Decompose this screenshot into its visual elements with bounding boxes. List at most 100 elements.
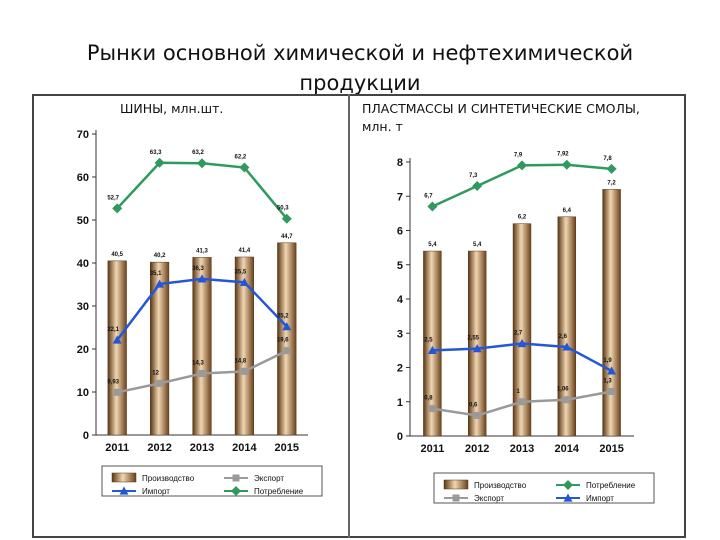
charts-frame — [32, 94, 686, 538]
x-tick-label: 2015 — [275, 442, 299, 454]
bar-data-label: 40,5 — [111, 252, 123, 258]
bar-production — [423, 250, 442, 437]
data-label-consumption: 50,3 — [277, 206, 289, 212]
y-tick-label: 7 — [397, 191, 403, 203]
data-label-consumption: 62,2 — [235, 155, 247, 161]
bar-production — [150, 261, 170, 436]
legend-marker-consumption — [231, 486, 241, 496]
y-tick-label: 20 — [77, 344, 89, 356]
data-label-import: 2,55 — [467, 336, 479, 342]
data-label-import: 22,1 — [107, 327, 119, 333]
data-label-import: 36,3 — [192, 266, 204, 272]
y-tick-label: 5 — [397, 260, 403, 272]
data-label-export: 14,8 — [235, 358, 247, 364]
legend-label-production: Производство — [474, 481, 527, 490]
y-tick-label: 8 — [397, 157, 403, 169]
legend-swatch-production — [443, 479, 469, 490]
marker-consumption — [154, 157, 165, 168]
marker-import — [239, 277, 249, 286]
data-label-import: 2,7 — [514, 331, 523, 337]
marker-export — [283, 347, 291, 355]
data-label-export: 12 — [152, 370, 159, 376]
marker-export — [473, 411, 481, 419]
marker-import — [562, 342, 572, 351]
y-tick-label: 30 — [77, 301, 89, 313]
legend-marker-import — [119, 486, 129, 495]
y-tick-label: 6 — [397, 226, 403, 238]
data-label-export: 0,8 — [424, 396, 433, 402]
data-label-consumption: 63,2 — [192, 150, 204, 156]
panel-divider — [348, 94, 350, 538]
marker-consumption — [517, 160, 527, 171]
data-label-import: 35,5 — [235, 269, 247, 275]
y-tick-label: 0 — [397, 431, 403, 443]
legend-marker-export — [452, 494, 460, 502]
x-tick-label: 2011 — [105, 442, 129, 454]
marker-export — [240, 367, 248, 375]
bar-production — [557, 216, 577, 437]
legend-marker-consumption — [563, 480, 573, 490]
bar-data-label: 44,7 — [281, 234, 293, 240]
y-tick-label: 50 — [77, 215, 89, 227]
x-tick-label: 2014 — [232, 442, 257, 454]
marker-export — [518, 398, 526, 406]
line-consumption — [116, 161, 288, 220]
marker-consumption — [197, 158, 207, 169]
data-label-import: 1,9 — [603, 358, 612, 364]
data-label-export: 0,6 — [469, 402, 478, 408]
legend-label-import: Импорт — [142, 487, 170, 496]
y-tick-label: 4 — [397, 294, 404, 306]
x-tick-label: 2012 — [147, 442, 171, 454]
data-label-export: 9,93 — [107, 379, 119, 385]
tires-chart: 0 10 20 30 40 50 60 70 40,5 40,2 41,3 41,4 44,7 2011 2… — [77, 129, 323, 497]
marker-consumption — [427, 201, 438, 212]
marker-export — [113, 388, 121, 396]
plastics-chart: 0 1 2 3 4 5 6 7 8 5,4 5,4 6,2 6,4 7,2 2011 2012 2013 2014… — [397, 152, 655, 504]
marker-import — [517, 339, 527, 348]
bar-production — [602, 189, 621, 437]
bar-production — [107, 260, 127, 436]
data-label-export: 19,6 — [277, 338, 289, 344]
bar-data-label: 40,2 — [154, 253, 166, 259]
x-tick-label: 2013 — [190, 442, 214, 454]
plastics-chart-title: ПЛАСТМАССЫ И СИНТЕТИЧЕСКИЕ СМОЛЫ, млн. т — [362, 101, 640, 134]
data-label-import: 25,2 — [277, 314, 289, 320]
legend-label-export: Экспорт — [474, 494, 504, 503]
legend-label-consumption: Потребление — [254, 487, 304, 496]
bar-data-label: 7,2 — [607, 180, 616, 186]
marker-import — [112, 335, 122, 344]
marker-export — [428, 405, 436, 413]
marker-import — [427, 345, 437, 354]
x-tick-label: 2013 — [510, 443, 534, 455]
y-tick-label: 60 — [77, 172, 89, 184]
bar-production — [234, 256, 254, 436]
data-label-consumption: 7,92 — [557, 152, 569, 158]
legend — [433, 472, 655, 504]
tires-chart-title: ШИНЫ, млн.шт. — [120, 101, 224, 116]
bar-data-label: 6,2 — [518, 215, 527, 221]
marker-import — [197, 274, 207, 283]
data-label-consumption: 63,3 — [150, 150, 162, 156]
data-label-consumption: 6,7 — [424, 194, 433, 200]
x-tick-label: 2014 — [555, 443, 580, 455]
y-tick-label: 70 — [77, 129, 89, 141]
data-label-consumption: 52,7 — [107, 195, 119, 201]
data-label-export: 1,3 — [603, 378, 612, 384]
bar-production — [277, 242, 297, 436]
marker-consumption — [561, 159, 572, 170]
x-tick-label: 2012 — [465, 443, 489, 455]
marker-export — [198, 370, 206, 378]
legend-label-consumption: Потребление — [586, 481, 636, 490]
y-tick-label: 0 — [83, 430, 89, 442]
data-label-import: 35,1 — [150, 271, 162, 277]
data-label-consumption: 7,8 — [603, 156, 612, 162]
bar-data-label: 5,4 — [473, 242, 482, 248]
x-tick-label: 2011 — [420, 443, 444, 455]
bar-production — [467, 250, 487, 437]
legend — [101, 465, 323, 497]
bar-data-label: 5,4 — [428, 242, 437, 248]
data-label-export: 1,06 — [557, 387, 569, 393]
marker-import — [607, 366, 617, 375]
marker-consumption — [472, 180, 483, 191]
marker-export — [608, 387, 616, 395]
